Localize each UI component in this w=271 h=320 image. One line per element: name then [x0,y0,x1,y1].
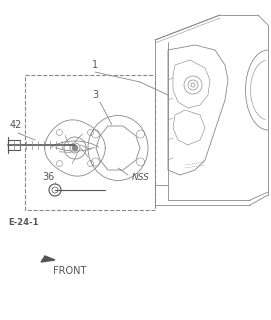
Bar [8,140,20,150]
Text: 36: 36 [42,172,54,182]
Text: 42: 42 [10,120,22,130]
Text: 1: 1 [92,60,98,70]
Text: NSS: NSS [132,172,150,181]
Text: E-24-1: E-24-1 [8,218,38,227]
Text: FRONT: FRONT [53,266,86,276]
Polygon shape [41,256,55,262]
Circle shape [73,146,78,150]
Bar [25,75,155,210]
Text: 3: 3 [92,90,98,100]
